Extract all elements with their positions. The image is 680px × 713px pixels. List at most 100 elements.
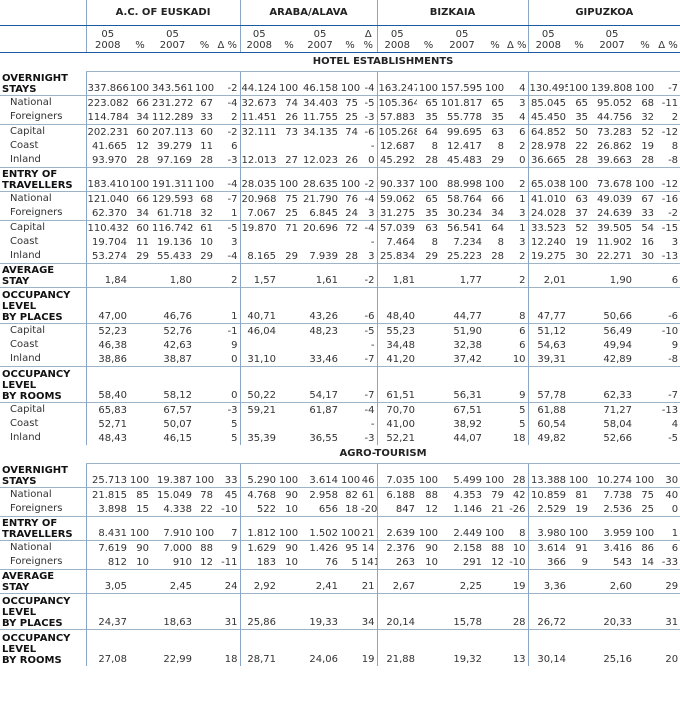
table-cell: 2 — [215, 263, 241, 288]
table-cell: 47,00 — [85, 287, 129, 324]
table-cell: 110.432 — [85, 220, 129, 235]
table-cell: 59.062 — [376, 191, 418, 206]
table-cell: 38,87 — [163, 354, 192, 365]
table-cell — [634, 569, 657, 594]
table-cell: 4.353 — [440, 487, 485, 502]
table-cell: 25 — [285, 208, 299, 219]
table-cell: 2,41 — [300, 569, 341, 594]
table-cell: 3 — [519, 237, 526, 248]
table-cell: 65 — [484, 95, 507, 110]
table-cell — [340, 235, 360, 249]
table-cell — [634, 402, 657, 417]
region-header: A.C. OF EUSKADI — [85, 0, 241, 26]
section-title: HOTEL ESTABLISHMENTS — [86, 52, 680, 72]
table-cell: 7.910 — [151, 516, 194, 541]
subheader-pct2: % — [194, 25, 215, 53]
table-cell — [129, 352, 151, 367]
table-cell: 20 — [656, 629, 680, 666]
table-cell: -2 — [360, 263, 378, 288]
table-cell: 66 — [129, 95, 151, 110]
table-row: OCCUPANCY LEVEL BY ROOMS 58,40 58,12 0 50,22… — [0, 366, 680, 403]
table-cell: 38,86 — [85, 352, 129, 367]
table-cell: 7.035 — [376, 463, 418, 488]
region-header-row: A.C. OF EUSKADI ARABA/ALAVA BIZKAIA GIPU… — [0, 0, 680, 26]
table-cell: 2.158 — [440, 540, 485, 555]
table-row: Capital 110.432 60 116.742 61 -5 19.870 71 20.69… — [0, 220, 680, 235]
table-cell: -8 — [668, 155, 679, 166]
table-cell — [300, 417, 340, 431]
section-spacer — [0, 445, 86, 464]
table-cell: -7 — [668, 83, 679, 94]
table-cell — [634, 263, 657, 288]
table-cell: 100 — [195, 83, 215, 94]
table-cell: 100 — [129, 167, 151, 192]
table-cell — [417, 263, 441, 288]
table-cell: -16 — [656, 191, 680, 206]
table-cell: 18 — [215, 629, 241, 666]
table-cell: -20 — [361, 504, 378, 515]
table-cell — [484, 263, 507, 288]
table-cell: 30 — [641, 251, 655, 262]
table-cell: 88 — [417, 487, 441, 502]
table-cell — [417, 323, 441, 338]
table-cell — [484, 287, 507, 324]
table-cell: 86 — [634, 540, 657, 555]
table-row: Coast 52,71 50,07 5-41,00 38,92 5 60,54 58,04 4 — [0, 417, 680, 431]
table-cell: 66 — [129, 191, 151, 206]
table-cell — [634, 417, 656, 431]
table-cell — [568, 287, 591, 324]
table-cell: 51,90 — [440, 323, 485, 338]
table-cell: 28.635 — [300, 167, 341, 192]
table-cell: 19 — [575, 504, 589, 515]
table-cell: 100 — [341, 83, 361, 94]
table-cell: 33,46 — [309, 354, 339, 365]
table-cell — [194, 569, 215, 594]
table-cell — [340, 366, 361, 403]
table-cell: 57.883 — [376, 110, 418, 125]
table-cell — [417, 366, 441, 403]
table-cell: 42,63 — [163, 340, 192, 351]
table-cell: 7.464 — [376, 235, 418, 249]
subheader-pct2: % — [484, 25, 507, 53]
table-cell: -15 — [656, 220, 680, 235]
table-cell: 88.998 — [440, 167, 485, 192]
table-cell: 3 — [671, 237, 679, 248]
table-cell: 45.483 — [447, 155, 483, 166]
table-cell: 5 — [231, 433, 238, 444]
row-label: Foreigners — [10, 111, 63, 122]
subheader-y2008: 05 2008 — [239, 25, 279, 53]
section-header-row: HOTEL ESTABLISHMENTS — [0, 52, 680, 72]
table-cell — [568, 593, 591, 630]
table-cell: 14 — [360, 540, 378, 555]
table-cell: 7.619 — [85, 540, 129, 555]
table-cell: -4 — [215, 95, 241, 110]
table-cell: -10 — [509, 557, 526, 568]
table-cell: 8 — [497, 237, 505, 248]
table-row: Coast 19.704 11 19.136 10 3-7.464 8 7.234 8 3 12.2… — [0, 235, 680, 249]
table-cell: 0 — [519, 155, 526, 166]
table-cell: 60,54 — [527, 417, 569, 431]
table-cell: 202.231 — [85, 124, 129, 139]
table-cell: 41,20 — [376, 352, 418, 367]
table-cell: 19.275 — [527, 249, 569, 264]
table-cell: -7 — [656, 366, 680, 403]
table-cell — [278, 139, 300, 153]
table-cell: 100 — [194, 167, 215, 192]
table-cell: 25 — [345, 112, 359, 123]
row-label: Capital — [0, 323, 86, 338]
table-cell: 11.451 — [239, 110, 279, 125]
table-cell: 90 — [417, 540, 441, 555]
table-cell: 130.495 — [527, 71, 569, 96]
table-cell: 100 — [278, 516, 301, 541]
table-cell — [484, 402, 507, 417]
table-cell: 39,31 — [527, 352, 569, 367]
table-cell: 44,07 — [453, 433, 483, 444]
table-cell — [278, 366, 301, 403]
row-label: AVERAGE STAY — [0, 569, 86, 594]
table-cell: -11 — [221, 557, 238, 568]
table-cell: 7.234 — [453, 237, 483, 248]
table-cell: 183 — [239, 555, 279, 570]
table-cell: 21 — [360, 516, 378, 541]
table-cell: 2,67 — [376, 569, 418, 594]
table-cell — [278, 287, 301, 324]
